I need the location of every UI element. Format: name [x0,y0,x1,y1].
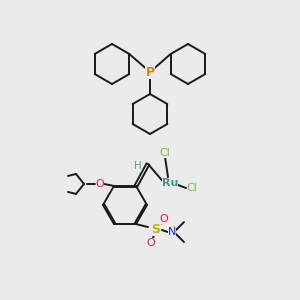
Text: Cl: Cl [160,148,170,158]
Text: O: O [160,214,168,224]
Text: N: N [168,227,176,237]
Text: P: P [146,65,154,79]
Text: H: H [134,161,142,171]
Text: Cl: Cl [187,183,197,193]
Text: Ru: Ru [162,178,178,188]
Text: S: S [152,223,160,236]
Text: O: O [96,179,104,189]
Text: O: O [147,238,155,248]
